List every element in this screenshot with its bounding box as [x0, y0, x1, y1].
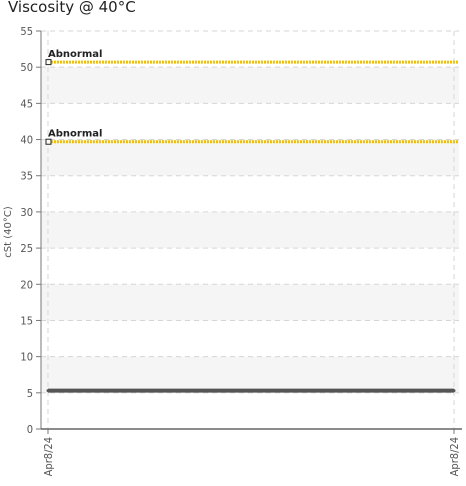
y-tick-label: 10: [20, 351, 33, 364]
y-tick-label: 25: [20, 242, 33, 255]
plot-band: [41, 211, 459, 249]
y-tick-label: 35: [20, 170, 33, 183]
threshold-marker: [45, 59, 52, 66]
plot-band: [41, 284, 459, 321]
series: [46, 388, 456, 393]
y-tick-label: 40: [20, 134, 33, 147]
threshold-label: Abnormal: [48, 49, 102, 60]
threshold-marker: [45, 138, 52, 145]
gridlines: [41, 30, 459, 429]
y-tick-label: 50: [20, 61, 33, 74]
y-tick-label: 0: [27, 423, 33, 436]
x-tick-label: Apr8/24: [448, 437, 461, 476]
plot-bands: [41, 67, 459, 393]
y-tick-label: 30: [20, 206, 33, 219]
data-point: [452, 389, 456, 393]
plot-band: [41, 67, 459, 104]
thresholds: Abnormal Abnormal: [45, 49, 459, 145]
y-tick-label: 55: [20, 25, 33, 38]
x-axis: Apr8/24 Apr8/24: [41, 428, 462, 476]
chart-title: Viscosity @ 40°C: [8, 0, 136, 16]
y-tick-label: 5: [27, 387, 33, 400]
plot-band: [41, 356, 459, 393]
threshold-label: Abnormal: [48, 129, 102, 140]
y-tick-label: 20: [20, 278, 33, 291]
y-tick-label: 15: [20, 314, 33, 327]
data-point: [46, 389, 50, 393]
x-tick-label: Apr8/24: [42, 437, 55, 476]
y-tick-label: 45: [20, 97, 33, 110]
y-axis: 0 5 10 15 20 25 30 35 40 45 50 55: [20, 25, 42, 436]
y-axis-title: cSt (40°C): [3, 206, 14, 258]
plot-band: [41, 139, 459, 176]
